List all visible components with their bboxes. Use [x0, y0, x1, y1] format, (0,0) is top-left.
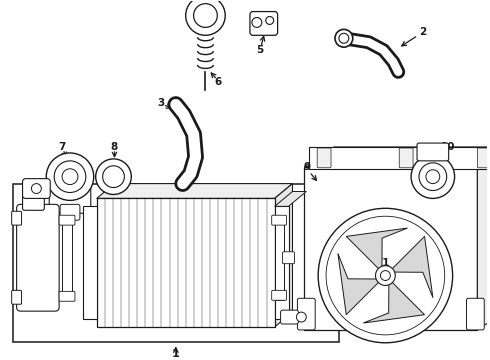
- Bar: [275, 206, 289, 319]
- Circle shape: [31, 184, 41, 193]
- Polygon shape: [304, 147, 490, 167]
- FancyBboxPatch shape: [271, 291, 287, 300]
- Circle shape: [411, 155, 455, 198]
- Circle shape: [252, 18, 262, 27]
- Circle shape: [296, 312, 306, 322]
- Polygon shape: [275, 184, 293, 327]
- Bar: [309, 147, 490, 169]
- Circle shape: [375, 266, 395, 285]
- Circle shape: [318, 208, 453, 343]
- Text: 1: 1: [172, 348, 180, 359]
- FancyBboxPatch shape: [49, 185, 91, 213]
- Bar: [13, 184, 339, 342]
- Text: 10: 10: [441, 142, 455, 152]
- FancyBboxPatch shape: [12, 291, 22, 304]
- FancyBboxPatch shape: [477, 148, 490, 168]
- FancyBboxPatch shape: [250, 12, 278, 35]
- Text: 9: 9: [304, 162, 311, 172]
- Circle shape: [326, 216, 445, 335]
- Text: 5: 5: [256, 45, 264, 55]
- FancyBboxPatch shape: [12, 211, 22, 225]
- Polygon shape: [346, 228, 408, 272]
- Polygon shape: [477, 147, 490, 330]
- Circle shape: [380, 271, 391, 280]
- Circle shape: [186, 0, 225, 35]
- Polygon shape: [97, 184, 293, 198]
- Circle shape: [335, 30, 353, 47]
- Text: 7: 7: [58, 142, 66, 152]
- FancyBboxPatch shape: [399, 148, 413, 168]
- Bar: [304, 167, 477, 330]
- FancyBboxPatch shape: [59, 215, 75, 225]
- Circle shape: [96, 159, 131, 194]
- FancyBboxPatch shape: [60, 204, 80, 220]
- Text: 4: 4: [50, 176, 58, 186]
- Polygon shape: [275, 192, 306, 206]
- FancyBboxPatch shape: [23, 179, 50, 198]
- Circle shape: [46, 153, 94, 201]
- Circle shape: [62, 169, 78, 185]
- Circle shape: [339, 33, 349, 43]
- FancyBboxPatch shape: [271, 215, 287, 225]
- Text: 11: 11: [376, 258, 391, 268]
- Polygon shape: [363, 279, 424, 323]
- FancyBboxPatch shape: [417, 143, 449, 161]
- Text: 8: 8: [111, 142, 118, 152]
- FancyBboxPatch shape: [297, 298, 315, 330]
- FancyBboxPatch shape: [23, 193, 44, 210]
- FancyBboxPatch shape: [281, 310, 298, 324]
- Bar: [97, 198, 275, 327]
- Bar: [275, 216, 284, 300]
- Polygon shape: [338, 253, 382, 315]
- Circle shape: [266, 17, 274, 24]
- Text: 3: 3: [157, 98, 165, 108]
- FancyBboxPatch shape: [317, 148, 331, 168]
- Circle shape: [194, 4, 218, 27]
- Polygon shape: [389, 237, 433, 298]
- Circle shape: [426, 170, 440, 184]
- FancyBboxPatch shape: [59, 291, 75, 301]
- FancyBboxPatch shape: [17, 204, 59, 311]
- Circle shape: [54, 161, 86, 193]
- Bar: [62, 216, 72, 300]
- Text: 6: 6: [215, 77, 222, 87]
- Bar: [83, 206, 97, 319]
- FancyBboxPatch shape: [466, 298, 484, 330]
- Text: 2: 2: [419, 27, 427, 37]
- Circle shape: [102, 166, 124, 188]
- Circle shape: [419, 163, 447, 190]
- FancyBboxPatch shape: [283, 252, 294, 264]
